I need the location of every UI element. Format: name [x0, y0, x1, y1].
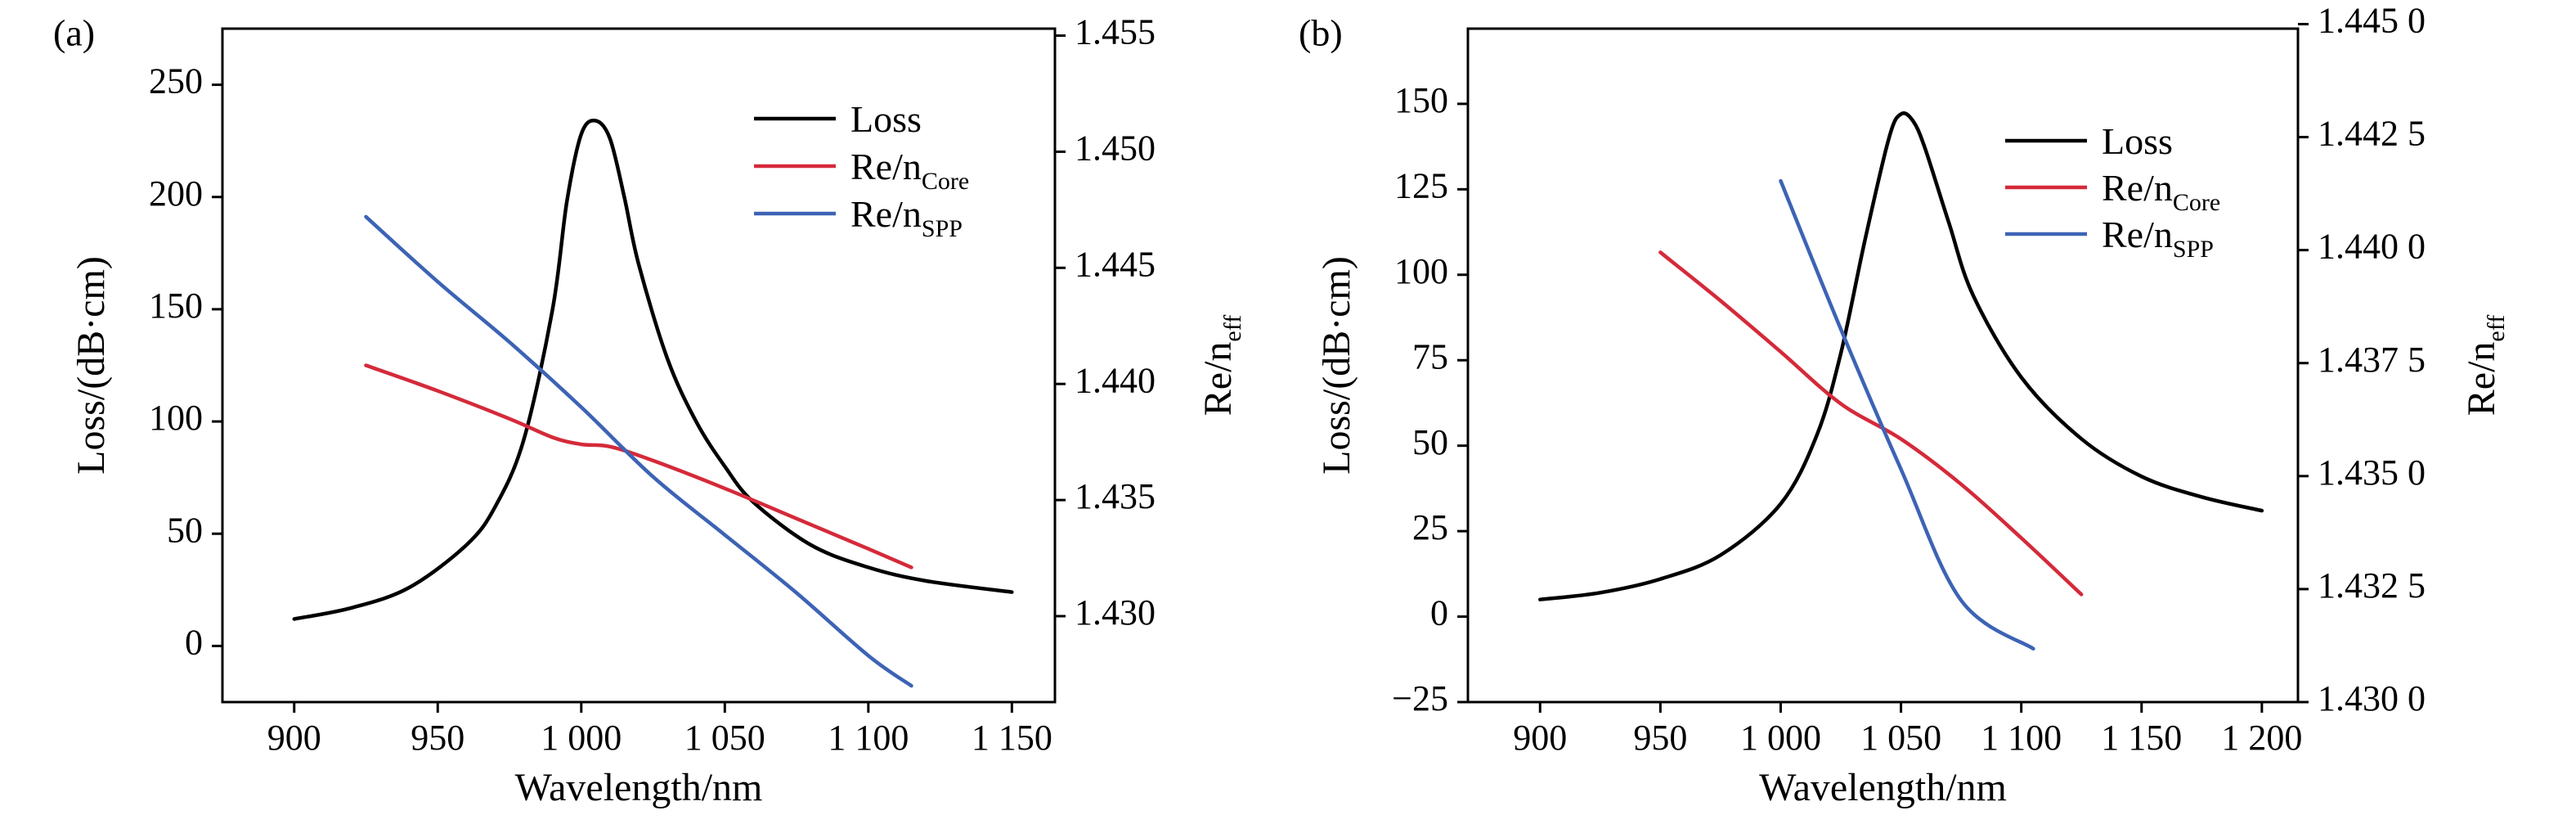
legend-label-core: Re/nCore: [2102, 167, 2220, 216]
y-left-tick-label: 250: [149, 61, 203, 101]
x-tick-label: 950: [1633, 718, 1687, 758]
y-right-tick-label: 1.430 0: [2318, 678, 2426, 718]
x-tick-label: 1 000: [541, 718, 622, 758]
legend-label-spp: Re/nSPP: [850, 193, 963, 242]
y-left-tick-label: 0: [1430, 593, 1448, 633]
y-left-tick-label: 125: [1394, 165, 1448, 205]
y-right-axis-title: Re/neff: [2460, 315, 2510, 416]
y-right-tick-label: 1.432 5: [2318, 565, 2426, 606]
y-right-tick-label: 1.442 5: [2318, 114, 2426, 154]
x-tick-label: 1 150: [972, 718, 1052, 758]
y-left-tick-label: 150: [1394, 80, 1448, 120]
x-tick-label: 900: [1513, 718, 1567, 758]
x-tick-label: 1 000: [1740, 718, 1821, 758]
y-left-tick-label: 75: [1412, 336, 1448, 376]
series-line-spp: [364, 214, 913, 688]
y-right-tick-label: 1.437 5: [2318, 340, 2426, 380]
y-right-axis-title: Re/neff: [1196, 315, 1246, 416]
series-line-loss: [1538, 111, 2264, 601]
y-left-tick-label: 150: [149, 286, 203, 326]
y-left-tick-label: 100: [1394, 251, 1448, 291]
legend-label-loss: Loss: [850, 98, 922, 140]
y-right-tick-label: 1.440 0: [2318, 227, 2426, 267]
legend-label-spp: Re/nSPP: [2102, 214, 2214, 263]
y-left-tick-label: 200: [149, 173, 203, 214]
panel-a: (a) 900 950 1 000 1 050 1 100 1 150 0 50 100 150 20…: [53, 12, 1246, 809]
x-tick-label: 1 200: [2221, 718, 2302, 758]
legend-label-loss: Loss: [2102, 120, 2173, 162]
x-tick-label: 1 150: [2101, 718, 2182, 758]
y-right-tick-label: 1.440: [1075, 360, 1156, 400]
x-axis-title: Wavelength/nm: [1759, 766, 2007, 809]
series-line-core: [1658, 250, 2084, 597]
x-tick-label: 900: [267, 718, 321, 758]
y-right-tick-label: 1.445 0: [2318, 1, 2426, 41]
legend-label-core: Re/nCore: [850, 146, 969, 195]
y-left-tick-label: −25: [1392, 678, 1448, 718]
x-axis-title: Wavelength/nm: [515, 766, 763, 809]
y-right-tick-label: 1.435: [1075, 476, 1156, 516]
y-left-tick-label: 0: [185, 623, 203, 663]
series-line-spp: [1779, 178, 2035, 651]
series-line-loss: [292, 119, 1014, 621]
y-right-tick-label: 1.455: [1075, 12, 1156, 52]
series-line-core: [364, 363, 913, 570]
y-left-tick-label: 50: [167, 510, 203, 550]
panel-label: (b): [1299, 12, 1343, 54]
y-right-tick-label: 1.430: [1075, 592, 1156, 633]
y-right-tick-label: 1.450: [1075, 128, 1156, 169]
y-right-tick-label: 1.435 0: [2318, 453, 2426, 493]
x-tick-label: 1 050: [684, 718, 765, 758]
plot-frame: [1466, 27, 2300, 704]
y-left-tick-label: 100: [149, 398, 203, 438]
y-left-tick-label: 25: [1412, 507, 1448, 547]
y-left-axis-title: Loss/(dB·cm): [70, 256, 113, 475]
x-tick-label: 1 100: [828, 718, 909, 758]
y-left-axis-title: Loss/(dB·cm): [1315, 256, 1358, 475]
y-right-tick-label: 1.445: [1075, 244, 1156, 284]
plot-frame: [221, 27, 1057, 704]
x-tick-label: 1 050: [1860, 718, 1941, 758]
x-tick-label: 950: [411, 718, 464, 758]
x-tick-label: 1 100: [1981, 718, 2062, 758]
panel-label: (a): [53, 12, 95, 54]
y-left-tick-label: 50: [1412, 422, 1448, 462]
panel-b: (b) 900 950 1 000 1 050 1 100 1 150 1 200 −25 0 25…: [1299, 1, 2510, 809]
